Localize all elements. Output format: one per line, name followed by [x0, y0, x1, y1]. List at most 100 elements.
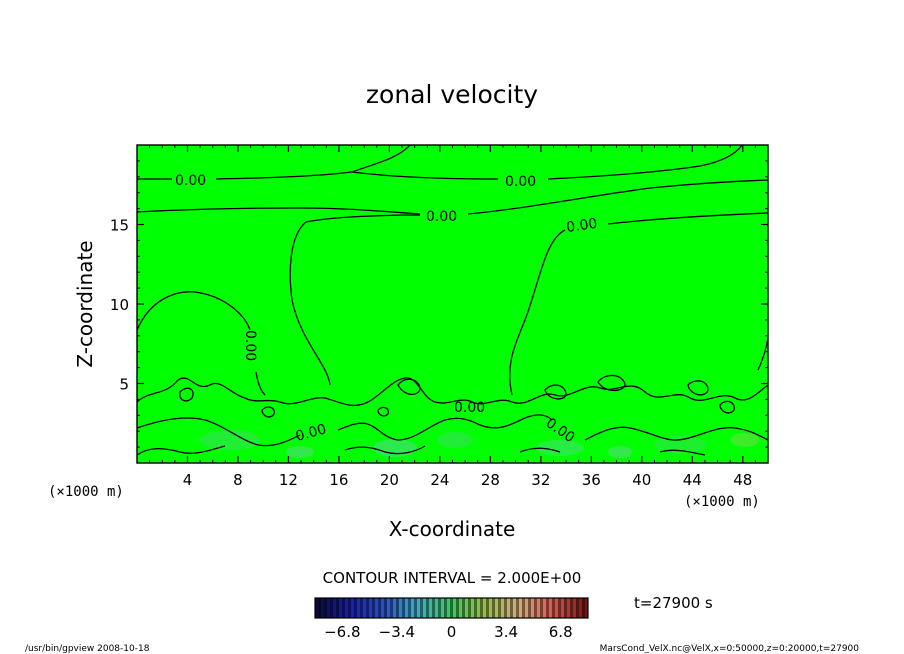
colorbar-strip [546, 598, 549, 618]
colorbar-strip [348, 598, 351, 618]
plot-area: 0.00 0.00 0.00 0.00 0.00 0.00 0.00 0.00 … [110, 145, 768, 489]
x-tick-label: 4 [183, 471, 193, 489]
y-tick-label: 5 [119, 376, 129, 394]
colorbar-strip [384, 598, 387, 618]
colorbar-strip [558, 598, 561, 618]
colorbar-strip [495, 598, 498, 618]
chart-title: zonal velocity [366, 80, 538, 109]
colorbar-strip [480, 598, 483, 618]
colorbar-strip [552, 598, 555, 618]
texture-patch [286, 446, 314, 458]
colorbar-strip [492, 598, 495, 618]
colorbar-strip [561, 598, 564, 618]
x-tick-label: 12 [279, 471, 298, 489]
colorbar-strip [372, 598, 375, 618]
colorbar-strip [381, 598, 384, 618]
colorbar-strip [465, 598, 468, 618]
colorbar-strip [477, 598, 480, 618]
colorbar-strip [540, 598, 543, 618]
colorbar-strip [510, 598, 513, 618]
colorbar-strip [390, 598, 393, 618]
colorbar-ticks: −6.8 −3.4 0 3.4 6.8 [324, 623, 573, 641]
colorbar-strip [411, 598, 414, 618]
x-tick-label: 32 [531, 471, 550, 489]
colorbar-strip [420, 598, 423, 618]
time-label: t=27900 s [634, 594, 713, 612]
colorbar-strip [345, 598, 348, 618]
footer-program: /usr/bin/gpview 2008-10-18 [25, 644, 150, 654]
colorbar-tick-label: 6.8 [549, 623, 573, 641]
x-tick-label: 36 [582, 471, 601, 489]
y-tick-label: 15 [110, 217, 129, 235]
colorbar-strip [570, 598, 573, 618]
x-tick-label: 24 [430, 471, 449, 489]
colorbar-strips [315, 598, 588, 618]
x-tick-label: 16 [329, 471, 348, 489]
colorbar-strip [333, 598, 336, 618]
colorbar-strip [549, 598, 552, 618]
colorbar-strip [534, 598, 537, 618]
colorbar-strip [351, 598, 354, 618]
colorbar-strip [408, 598, 411, 618]
colorbar-strip [432, 598, 435, 618]
colorbar-strip [522, 598, 525, 618]
colorbar-strip [462, 598, 465, 618]
colorbar-strip [387, 598, 390, 618]
x-tick-label: 28 [481, 471, 500, 489]
colorbar-strip [468, 598, 471, 618]
colorbar-strip [531, 598, 534, 618]
colorbar-strip [489, 598, 492, 618]
colorbar-strip [573, 598, 576, 618]
texture-patch [200, 430, 260, 450]
colorbar-strip [399, 598, 402, 618]
colorbar-strip [459, 598, 462, 618]
texture-patch [608, 446, 632, 458]
colorbar-strip [474, 598, 477, 618]
colorbar-strip [360, 598, 363, 618]
colorbar-tick-label: −6.8 [324, 623, 360, 641]
colorbar-strip [456, 598, 459, 618]
colorbar-strip [444, 598, 447, 618]
y-tick-label: 10 [110, 296, 129, 314]
colorbar-strip [378, 598, 381, 618]
colorbar-strip [429, 598, 432, 618]
colorbar-strip [537, 598, 540, 618]
colorbar-strip [471, 598, 474, 618]
contour-label: 0.00 [175, 173, 206, 189]
colorbar-strip [576, 598, 579, 618]
texture-patch [731, 433, 759, 447]
colorbar-tick-label: 0 [447, 623, 457, 641]
colorbar-strip [375, 598, 378, 618]
colorbar-strip [402, 598, 405, 618]
colorbar-strip [417, 598, 420, 618]
colorbar-strip [366, 598, 369, 618]
colorbar-strip [555, 598, 558, 618]
x-tick-label: 48 [733, 471, 752, 489]
x-axis-label: X-coordinate [389, 517, 516, 541]
colorbar-strip [354, 598, 357, 618]
colorbar-tick-label: −3.4 [379, 623, 415, 641]
x-tick-label: 40 [632, 471, 651, 489]
x-tick-label: 8 [233, 471, 243, 489]
colorbar-strip [447, 598, 450, 618]
colorbar-strip [327, 598, 330, 618]
colorbar-strip [321, 598, 324, 618]
colorbar-strip [414, 598, 417, 618]
colorbar-strip [507, 598, 510, 618]
colorbar-strip [324, 598, 327, 618]
colorbar-strip [564, 598, 567, 618]
colorbar-strip [396, 598, 399, 618]
contour-label: 0.00 [426, 209, 457, 225]
colorbar-strip [528, 598, 531, 618]
colorbar-strip [582, 598, 585, 618]
contour-label: 0.00 [454, 400, 485, 416]
colorbar-strip [513, 598, 516, 618]
colorbar-strip [435, 598, 438, 618]
colorbar-strip [504, 598, 507, 618]
colorbar-strip [498, 598, 501, 618]
colorbar-strip [342, 598, 345, 618]
colorbar-strip [519, 598, 522, 618]
colorbar-strip [579, 598, 582, 618]
colorbar-strip [339, 598, 342, 618]
